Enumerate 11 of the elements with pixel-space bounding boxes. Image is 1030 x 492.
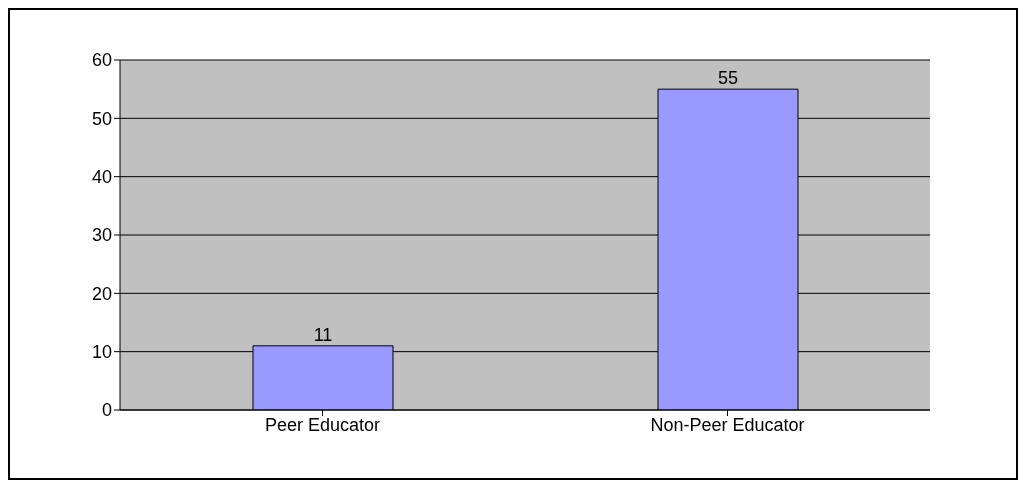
- y-tick-label: 50: [91, 108, 112, 129]
- data-label: 55: [717, 68, 739, 89]
- y-tick-label: 30: [91, 225, 112, 246]
- x-tick-label: Peer Educator: [264, 414, 381, 435]
- y-tick-label: 0: [101, 400, 112, 421]
- y-tick-label: 10: [91, 342, 112, 363]
- x-tick-label: Non-Peer Educator: [650, 414, 805, 435]
- y-tick-label: 20: [91, 283, 112, 304]
- y-tick-label: 40: [91, 167, 112, 188]
- data-label: 11: [313, 324, 333, 345]
- y-tick-label: 60: [91, 50, 112, 71]
